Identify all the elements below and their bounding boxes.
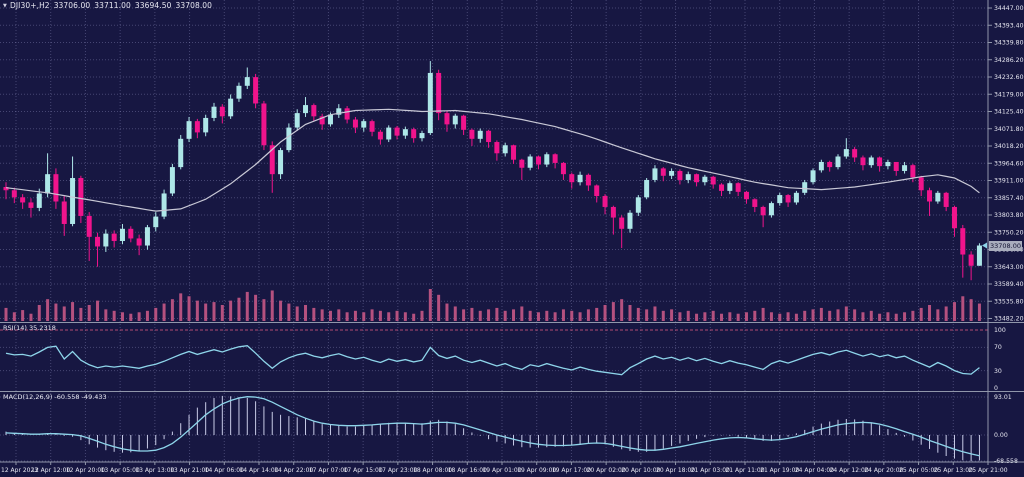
svg-text:33964.60: 33964.60 <box>994 160 1024 167</box>
svg-text:34018.20: 34018.20 <box>994 143 1024 150</box>
svg-text:34286.20: 34286.20 <box>994 57 1024 64</box>
svg-text:33911.00: 33911.00 <box>994 178 1024 185</box>
volume-layer <box>4 289 981 321</box>
last-price-marker <box>982 242 987 249</box>
svg-text:25 Apr 05:00: 25 Apr 05:00 <box>899 467 938 474</box>
svg-text:19 Apr 17:00: 19 Apr 17:00 <box>552 467 591 474</box>
macd-histogram-layer <box>5 395 980 462</box>
moving-average-line <box>5 108 980 212</box>
svg-text:25 Apr 13:00: 25 Apr 13:00 <box>934 467 973 474</box>
svg-text:0.00: 0.00 <box>994 432 1008 439</box>
svg-text:93.01: 93.01 <box>994 394 1012 401</box>
svg-text:14 Apr 22:00: 14 Apr 22:00 <box>274 467 313 474</box>
svg-text:20 Apr 02:00: 20 Apr 02:00 <box>587 467 626 474</box>
svg-text:33482.20: 33482.20 <box>994 316 1024 323</box>
svg-text:19 Apr 01:00: 19 Apr 01:00 <box>482 467 521 474</box>
svg-text:33857.40: 33857.40 <box>994 195 1024 202</box>
svg-text:34125.40: 34125.40 <box>994 109 1024 116</box>
svg-text:20 Apr 10:00: 20 Apr 10:00 <box>621 467 660 474</box>
svg-text:17 Apr 07:00: 17 Apr 07:00 <box>309 467 348 474</box>
svg-text:33535.80: 33535.80 <box>994 298 1024 305</box>
svg-text:17 Apr 23:00: 17 Apr 23:00 <box>378 467 417 474</box>
svg-text:34232.60: 34232.60 <box>994 74 1024 81</box>
svg-text:100: 100 <box>994 327 1006 334</box>
svg-text:33750.20: 33750.20 <box>994 229 1024 236</box>
svg-text:24 Apr 12:00: 24 Apr 12:00 <box>830 467 869 474</box>
svg-text:14 Apr 14:00: 14 Apr 14:00 <box>239 467 278 474</box>
svg-text:18 Apr 16:00: 18 Apr 16:00 <box>448 467 487 474</box>
svg-text:24 Apr 20:00: 24 Apr 20:00 <box>864 467 903 474</box>
svg-text:30: 30 <box>994 368 1002 375</box>
svg-text:33803.80: 33803.80 <box>994 212 1024 219</box>
svg-text:21 Apr 03:00: 21 Apr 03:00 <box>691 467 730 474</box>
svg-text:13 Apr 05:00: 13 Apr 05:00 <box>101 467 140 474</box>
rsi-line <box>5 345 980 376</box>
svg-text:34447.00: 34447.00 <box>994 5 1024 12</box>
current-price-box: 33708.00 <box>989 240 1022 251</box>
svg-text:24 Apr 04:00: 24 Apr 04:00 <box>795 467 834 474</box>
svg-text:34339.80: 34339.80 <box>994 40 1024 47</box>
svg-text:12 Apr 2023: 12 Apr 2023 <box>1 467 38 474</box>
svg-text:12 Apr 20:00: 12 Apr 20:00 <box>66 467 105 474</box>
svg-text:19 Apr 09:00: 19 Apr 09:00 <box>517 467 556 474</box>
svg-text:18 Apr 08:00: 18 Apr 08:00 <box>413 467 452 474</box>
svg-text:33589.40: 33589.40 <box>994 281 1024 288</box>
svg-text:34179.00: 34179.00 <box>994 91 1024 98</box>
svg-text:14 Apr 06:00: 14 Apr 06:00 <box>205 467 244 474</box>
svg-text:21 Apr 11:00: 21 Apr 11:00 <box>725 467 764 474</box>
svg-text:0: 0 <box>994 385 998 392</box>
svg-text:12 Apr 12:00: 12 Apr 12:00 <box>31 467 70 474</box>
svg-text:13 Apr 13:00: 13 Apr 13:00 <box>135 467 174 474</box>
candles-layer <box>3 61 982 281</box>
svg-text:17 Apr 15:00: 17 Apr 15:00 <box>344 467 383 474</box>
svg-text:25 Apr 21:00: 25 Apr 21:00 <box>968 467 1007 474</box>
svg-text:70: 70 <box>994 344 1002 351</box>
svg-text:13 Apr 21:00: 13 Apr 21:00 <box>170 467 209 474</box>
svg-text:21 Apr 19:00: 21 Apr 19:00 <box>760 467 799 474</box>
svg-text:33643.00: 33643.00 <box>994 264 1024 271</box>
svg-text:34071.80: 34071.80 <box>994 126 1024 133</box>
svg-text:20 Apr 18:00: 20 Apr 18:00 <box>656 467 695 474</box>
macd-signal-line <box>5 396 980 457</box>
svg-text:34393.40: 34393.40 <box>994 22 1024 29</box>
